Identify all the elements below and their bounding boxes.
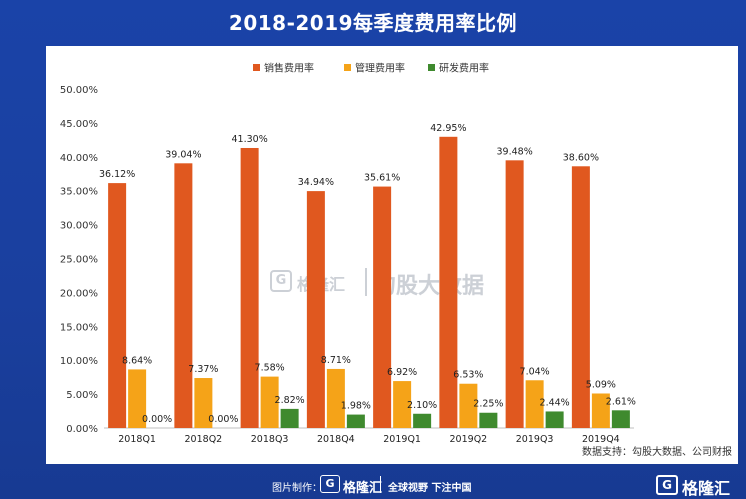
bar: [128, 369, 147, 428]
y-tick-label: 10.00%: [60, 356, 98, 367]
footer-slogan: 全球视野 下注中国: [388, 483, 472, 494]
footer-logo-icon: G: [320, 475, 340, 493]
x-tick-label: 2019Q4: [582, 434, 620, 445]
bar: [393, 381, 412, 428]
y-tick-label: 50.00%: [60, 85, 98, 96]
y-tick-label: 5.00%: [66, 390, 98, 401]
bar: [439, 136, 458, 428]
footer-made-by: 图片制作：: [272, 483, 322, 494]
bar: [459, 383, 478, 428]
footer-divider: [380, 476, 381, 493]
data-label: 2.44%: [540, 397, 570, 408]
x-tick-label: 2018Q4: [317, 434, 355, 445]
data-label: 8.64%: [122, 355, 152, 366]
watermark-brand-secondary: 勾股大数据: [374, 274, 485, 299]
watermark-divider: [365, 268, 367, 296]
y-tick-label: 35.00%: [60, 187, 98, 198]
bar: [194, 378, 213, 428]
chart-title: 2018-2019每季度费用率比例: [228, 11, 518, 35]
x-tick-label: 2018Q3: [251, 434, 289, 445]
bar: [525, 380, 544, 428]
bar: [280, 408, 299, 428]
legend-swatch: [344, 64, 351, 71]
y-tick-label: 30.00%: [60, 221, 98, 232]
y-tick-label: 15.00%: [60, 322, 98, 333]
x-tick-label: 2019Q3: [516, 434, 554, 445]
x-tick-label: 2018Q1: [118, 434, 156, 445]
data-label: 34.94%: [298, 177, 334, 188]
data-label: 42.95%: [430, 123, 466, 134]
data-label: 35.61%: [364, 173, 400, 184]
data-label: 5.09%: [586, 379, 616, 390]
bar: [571, 166, 590, 429]
data-label: 2.82%: [275, 395, 305, 406]
data-label: 36.12%: [99, 169, 135, 180]
data-label: 2.61%: [606, 396, 636, 407]
bar: [260, 376, 279, 428]
bar: [591, 393, 610, 428]
bar: [545, 411, 564, 428]
data-label: 1.98%: [341, 401, 371, 412]
legend-label: 管理费用率: [355, 62, 405, 75]
bar: [240, 147, 259, 428]
bar: [346, 414, 365, 428]
bar: [505, 160, 524, 428]
bar: [326, 368, 345, 428]
bar: [479, 412, 498, 428]
x-tick-label: 2019Q1: [383, 434, 421, 445]
watermark-logo-icon: G: [270, 270, 292, 292]
corner-logo: G 格隆汇: [656, 474, 736, 498]
data-label: 39.48%: [497, 146, 533, 157]
data-label: 7.37%: [188, 364, 218, 375]
data-label: 2.25%: [473, 399, 503, 410]
y-tick-label: 25.00%: [60, 255, 98, 266]
data-label: 7.58%: [255, 363, 285, 374]
y-tick-label: 45.00%: [60, 119, 98, 130]
bar: [611, 410, 630, 428]
bar: [413, 413, 432, 428]
y-tick-label: 20.00%: [60, 288, 98, 299]
data-label: 6.53%: [453, 370, 483, 381]
footer-brand: 格隆汇: [343, 481, 383, 496]
legend-swatch: [253, 64, 260, 71]
x-tick-label: 2018Q2: [185, 434, 223, 445]
data-label: 41.30%: [232, 134, 268, 145]
source-note: 数据支持：勾股大数据、公司财报: [582, 447, 732, 458]
bar: [373, 186, 392, 428]
y-tick-label: 40.00%: [60, 153, 98, 164]
legend-label: 销售费用率: [264, 62, 314, 75]
data-label: 8.71%: [321, 355, 351, 366]
bar: [306, 191, 325, 428]
chart-panel: [46, 46, 738, 464]
data-label: 6.92%: [387, 367, 417, 378]
legend-label: 研发费用率: [439, 62, 489, 75]
legend-swatch: [428, 64, 435, 71]
corner-brand: 格隆汇: [682, 479, 731, 498]
bar-chart: 0.00% 5.00% 10.00% 15.00% 20.00% 25.00% 30.00%…: [60, 62, 636, 446]
data-label: 39.04%: [165, 149, 201, 160]
data-label: 0.00%: [208, 414, 238, 425]
y-tick-label: 0.00%: [66, 424, 98, 435]
x-tick-label: 2019Q2: [450, 434, 488, 445]
data-label: 7.04%: [520, 366, 550, 377]
bar: [108, 183, 127, 428]
corner-logo-icon: G: [656, 475, 678, 495]
data-label: 2.10%: [407, 400, 437, 411]
bar: [174, 163, 193, 428]
data-label: 38.60%: [563, 152, 599, 163]
data-label: 0.00%: [142, 414, 172, 425]
footer: 图片制作： G 格隆汇 全球视野 下注中国: [0, 470, 746, 499]
